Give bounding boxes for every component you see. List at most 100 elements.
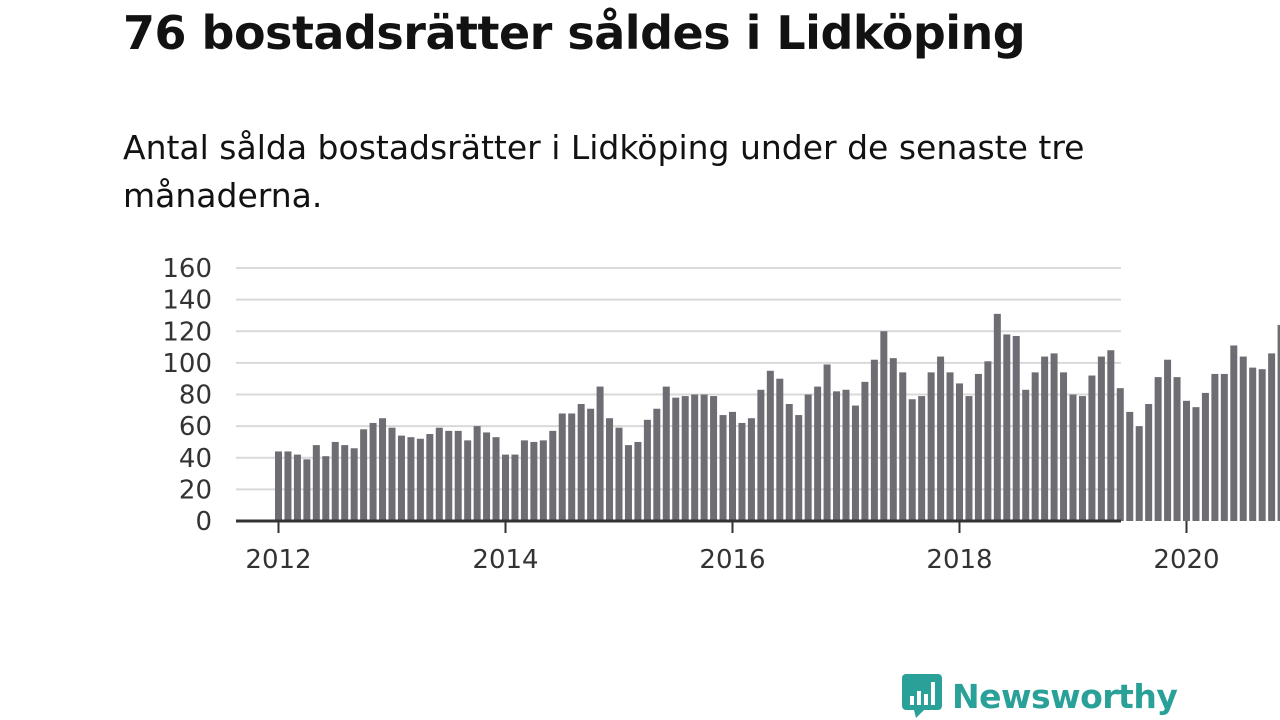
bar — [1220, 373, 1228, 521]
bar — [520, 440, 528, 521]
chart-title: 76 bostadsrätter såldes i Lidköping — [123, 6, 1026, 60]
axes — [236, 519, 1188, 533]
bar — [653, 408, 661, 521]
bar — [341, 445, 349, 521]
bar — [331, 441, 339, 521]
bar — [464, 440, 472, 521]
bar — [1268, 353, 1276, 521]
bar — [1126, 411, 1134, 521]
bar — [407, 437, 415, 521]
x-tick-label: 2016 — [699, 545, 765, 575]
bar — [1050, 353, 1058, 521]
bar — [1239, 356, 1247, 521]
bar — [766, 370, 774, 521]
bar — [577, 403, 585, 521]
bar — [993, 313, 1001, 521]
bar — [729, 411, 736, 521]
bar — [643, 419, 651, 521]
brand-logo[interactable]: Newsworthy — [902, 672, 1178, 720]
bar — [795, 415, 803, 521]
bar — [833, 391, 841, 521]
bar — [454, 430, 462, 521]
bar — [1135, 426, 1143, 522]
bar — [861, 381, 869, 521]
bar — [908, 399, 916, 521]
x-tick-label: 2014 — [472, 545, 538, 575]
bar — [1230, 345, 1238, 521]
y-tick-label: 120 — [162, 317, 212, 347]
bar — [492, 437, 500, 521]
bar — [312, 445, 320, 521]
bar — [416, 438, 424, 521]
bar — [823, 364, 831, 521]
bar — [870, 359, 878, 521]
bars — [275, 313, 1280, 522]
bar — [757, 389, 765, 521]
bar — [1192, 407, 1200, 521]
bar — [804, 394, 812, 521]
bar — [842, 389, 850, 521]
bar — [1060, 372, 1068, 521]
bar — [814, 386, 822, 521]
bar — [956, 383, 963, 521]
chart-subtitle: Antal sålda bostadsrätter i Lidköping un… — [123, 128, 1085, 215]
bar — [303, 459, 311, 521]
bar — [350, 448, 358, 521]
bar — [511, 454, 519, 521]
bar — [369, 422, 377, 521]
bar — [473, 426, 481, 522]
bar — [530, 441, 538, 521]
bar — [1022, 389, 1030, 521]
bar — [426, 434, 434, 521]
bar — [1277, 324, 1280, 521]
bar — [965, 396, 973, 521]
bar — [785, 403, 793, 521]
bar — [360, 429, 368, 521]
newsworthy-logo-icon — [902, 674, 942, 718]
bar — [1211, 373, 1219, 521]
bar — [710, 396, 718, 521]
y-tick-label: 140 — [162, 286, 212, 316]
y-tick-label: 40 — [179, 444, 212, 474]
bar — [1012, 335, 1020, 521]
bar — [1041, 356, 1049, 521]
bar — [445, 430, 453, 521]
bar — [1183, 400, 1190, 521]
bar — [889, 358, 897, 521]
bar — [719, 415, 727, 521]
x-tick-label: 2018 — [926, 545, 992, 575]
bar — [1107, 350, 1115, 521]
bar — [1078, 396, 1086, 521]
bar — [1258, 369, 1266, 521]
bar — [568, 413, 576, 521]
bar — [379, 418, 387, 521]
bar — [1201, 392, 1209, 521]
bar — [880, 331, 888, 521]
bar — [1088, 375, 1096, 521]
bar — [776, 378, 784, 521]
bar — [700, 394, 708, 521]
bar — [615, 427, 623, 521]
bar — [927, 372, 935, 521]
bar — [397, 435, 405, 521]
bar — [691, 394, 699, 521]
bar — [539, 440, 547, 521]
bar — [984, 361, 992, 521]
bar — [672, 397, 680, 521]
bar — [502, 454, 509, 521]
bar — [1069, 394, 1077, 521]
bar — [662, 386, 670, 521]
bar — [1154, 377, 1162, 521]
bar — [1173, 377, 1181, 521]
bar — [738, 422, 746, 521]
x-tick-label: 2020 — [1153, 545, 1219, 575]
bar — [946, 372, 954, 521]
bar — [899, 372, 907, 521]
bar — [1164, 359, 1172, 521]
bar — [483, 432, 491, 521]
bar — [1031, 372, 1039, 521]
y-tick-label: 100 — [162, 349, 212, 379]
bar — [624, 445, 632, 521]
y-tick-label: 0 — [195, 507, 212, 537]
